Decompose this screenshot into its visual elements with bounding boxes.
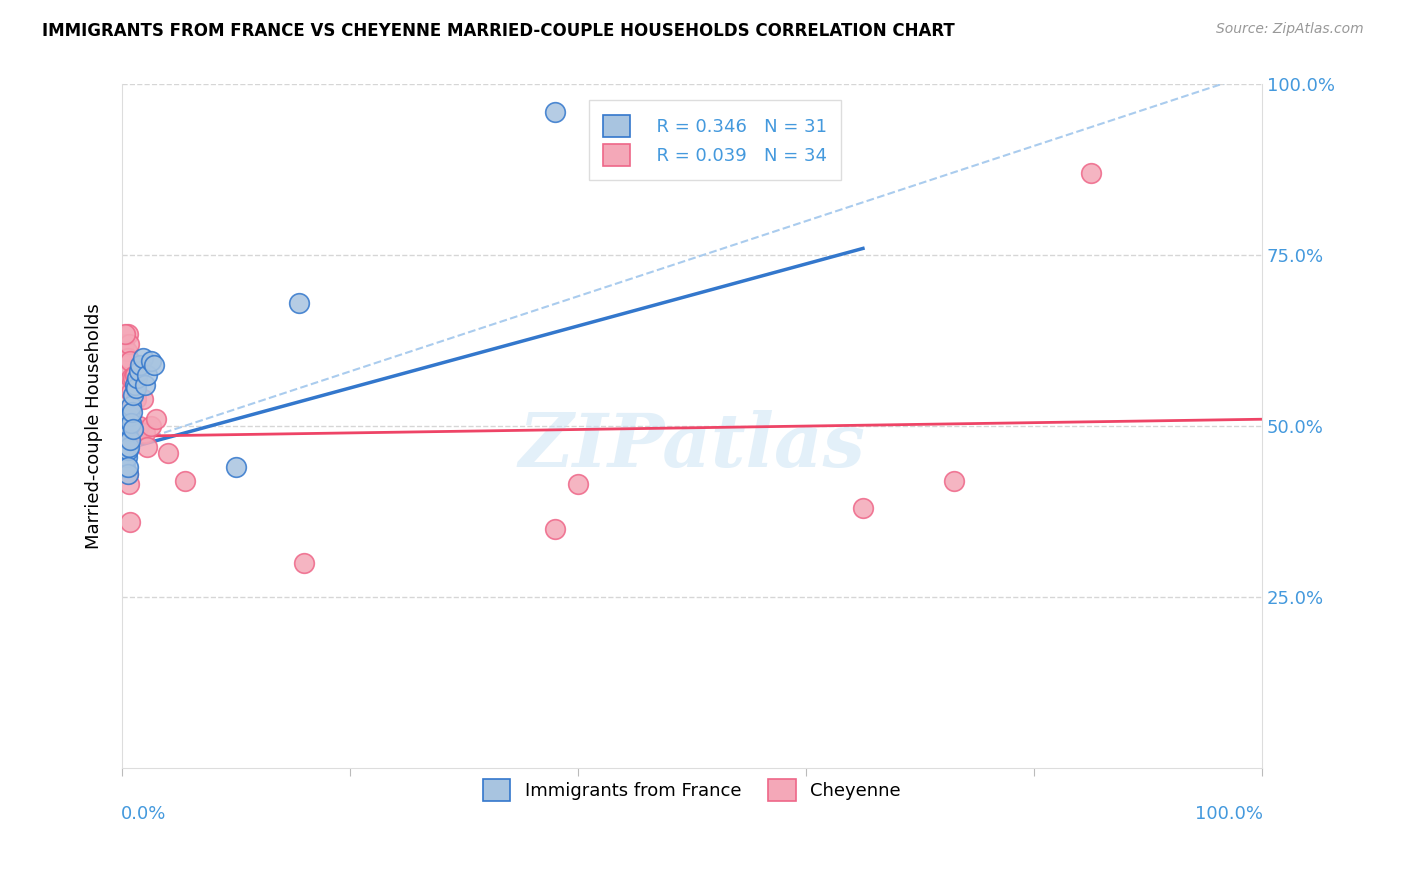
Point [131, 392, 153, 406]
Point [117, 467, 139, 481]
Point [117, 467, 139, 481]
Y-axis label: Married-couple Households: Married-couple Households [86, 303, 103, 549]
Text: Source: ZipAtlas.com: Source: ZipAtlas.com [1216, 22, 1364, 37]
Point [117, 460, 139, 475]
Point [124, 368, 146, 382]
Point [114, 440, 136, 454]
Point [118, 378, 141, 392]
Point [121, 399, 143, 413]
Point [122, 422, 145, 436]
Point [129, 358, 152, 372]
Point [544, 522, 567, 536]
Point [125, 371, 148, 385]
Point [1080, 166, 1102, 180]
Point [544, 104, 567, 119]
Point [156, 446, 179, 460]
Point [852, 501, 875, 516]
Text: 0.0%: 0.0% [121, 805, 166, 823]
Point [128, 419, 150, 434]
Point [118, 515, 141, 529]
Point [125, 382, 148, 396]
Point [143, 358, 166, 372]
Point [121, 405, 143, 419]
Point [114, 460, 136, 475]
Point [112, 337, 135, 351]
Point [225, 460, 247, 475]
Legend: Immigrants from France, Cheyenne: Immigrants from France, Cheyenne [474, 770, 910, 810]
Point [118, 409, 141, 423]
Point [122, 388, 145, 402]
Point [118, 419, 141, 434]
Point [117, 326, 139, 341]
Point [118, 477, 141, 491]
Point [120, 416, 142, 430]
Text: 100.0%: 100.0% [1195, 805, 1263, 823]
Point [120, 399, 142, 413]
Point [173, 474, 195, 488]
Point [136, 440, 159, 454]
Text: ZIPatlas: ZIPatlas [519, 410, 866, 483]
Point [294, 556, 316, 570]
Point [125, 422, 148, 436]
Point [115, 450, 138, 464]
Point [114, 358, 136, 372]
Point [118, 440, 141, 454]
Point [287, 296, 309, 310]
Point [115, 343, 138, 358]
Point [117, 351, 139, 365]
Point [115, 433, 138, 447]
Point [118, 354, 141, 368]
Point [134, 378, 156, 392]
Point [115, 425, 138, 440]
Point [139, 354, 162, 368]
Point [120, 384, 142, 399]
Point [943, 474, 966, 488]
Point [131, 351, 153, 365]
Point [117, 412, 139, 426]
Point [117, 442, 139, 457]
Point [139, 419, 162, 434]
Point [567, 477, 589, 491]
Point [114, 326, 136, 341]
Point [118, 433, 141, 447]
Point [136, 368, 159, 382]
Point [124, 378, 146, 392]
Point [128, 364, 150, 378]
Point [125, 392, 148, 406]
Text: IMMIGRANTS FROM FRANCE VS CHEYENNE MARRIED-COUPLE HOUSEHOLDS CORRELATION CHART: IMMIGRANTS FROM FRANCE VS CHEYENNE MARRI… [42, 22, 955, 40]
Point [112, 422, 135, 436]
Point [145, 412, 167, 426]
Point [134, 425, 156, 440]
Point [122, 371, 145, 385]
Point [120, 371, 142, 385]
Point [118, 337, 141, 351]
